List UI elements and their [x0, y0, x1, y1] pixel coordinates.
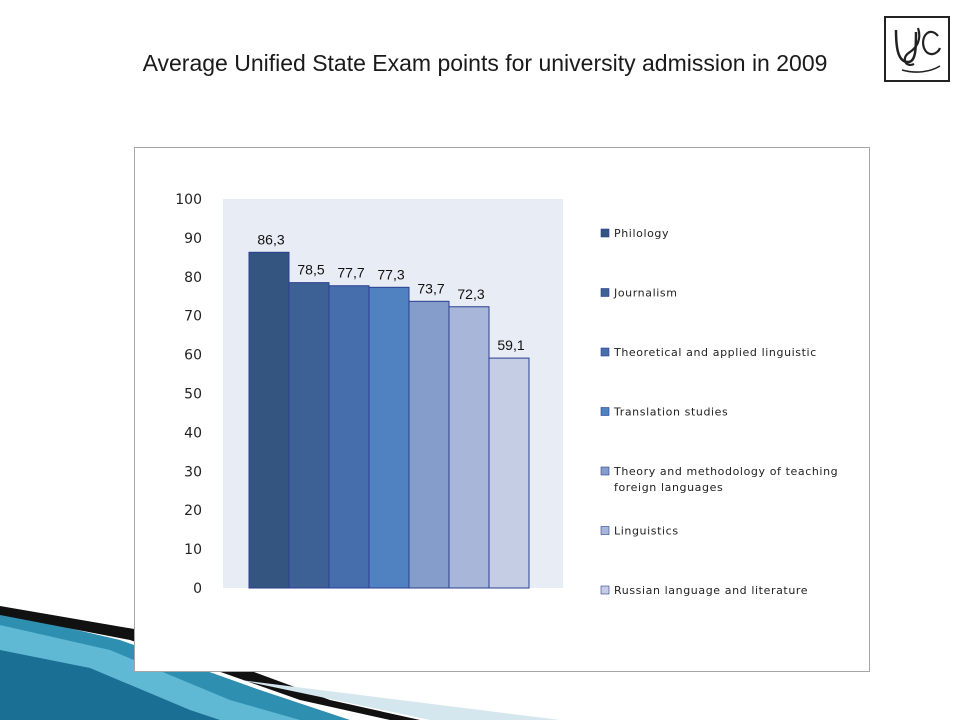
data-label: 59,1 [497, 337, 524, 353]
data-label: 72,3 [457, 286, 484, 302]
data-label: 77,3 [377, 266, 404, 282]
legend-swatch [600, 585, 610, 595]
y-tick-label: 0 [193, 581, 202, 597]
y-tick-label: 30 [184, 464, 202, 480]
bar [488, 357, 530, 589]
legend-swatch [600, 347, 610, 357]
bar [288, 282, 330, 589]
data-label: 77,7 [337, 265, 364, 281]
chart-frame: 0 10 20 30 40 50 60 70 80 90 100 86,3 78,5 77,7 77,3 7… [134, 147, 870, 672]
y-tick-label: 60 [184, 348, 202, 364]
y-tick-label: 80 [184, 270, 202, 286]
bar [328, 285, 370, 589]
university-logo [884, 16, 950, 82]
slide-title: Average Unified State Exam points for un… [142, 50, 828, 76]
data-label: 78,5 [297, 262, 324, 278]
bar [368, 286, 410, 589]
bar [448, 306, 490, 589]
y-tick-label: 10 [184, 542, 202, 558]
legend-label: Theoretical and applied linguistic [613, 346, 817, 359]
y-tick-label: 50 [184, 387, 202, 403]
y-tick-label: 90 [184, 231, 202, 247]
legend-swatch [600, 288, 610, 297]
legend-label: Translation studies [613, 406, 728, 419]
data-label: 86,3 [257, 231, 284, 247]
y-tick-label: 100 [175, 192, 202, 208]
legend-label: Journalism [613, 287, 678, 300]
legend-swatch [600, 526, 610, 535]
bar [408, 300, 450, 589]
y-tick-label: 70 [184, 309, 202, 325]
bar [248, 251, 290, 589]
legend-swatch [600, 466, 610, 476]
legend-label: Russian language and literature [614, 584, 808, 597]
legend-swatch [600, 407, 610, 416]
y-tick-label: 20 [184, 503, 202, 519]
data-label: 73,7 [417, 280, 444, 296]
legend-label: Linguistics [614, 525, 679, 538]
legend-label: Theory and methodology of teaching foreig… [613, 465, 838, 494]
bar-chart: 0 10 20 30 40 50 60 70 80 90 100 86,3 78,5 77,7 77,3 7… [175, 192, 838, 597]
legend-label: Philology [614, 227, 669, 240]
legend-swatch [600, 228, 610, 238]
y-tick-label: 40 [184, 425, 202, 441]
